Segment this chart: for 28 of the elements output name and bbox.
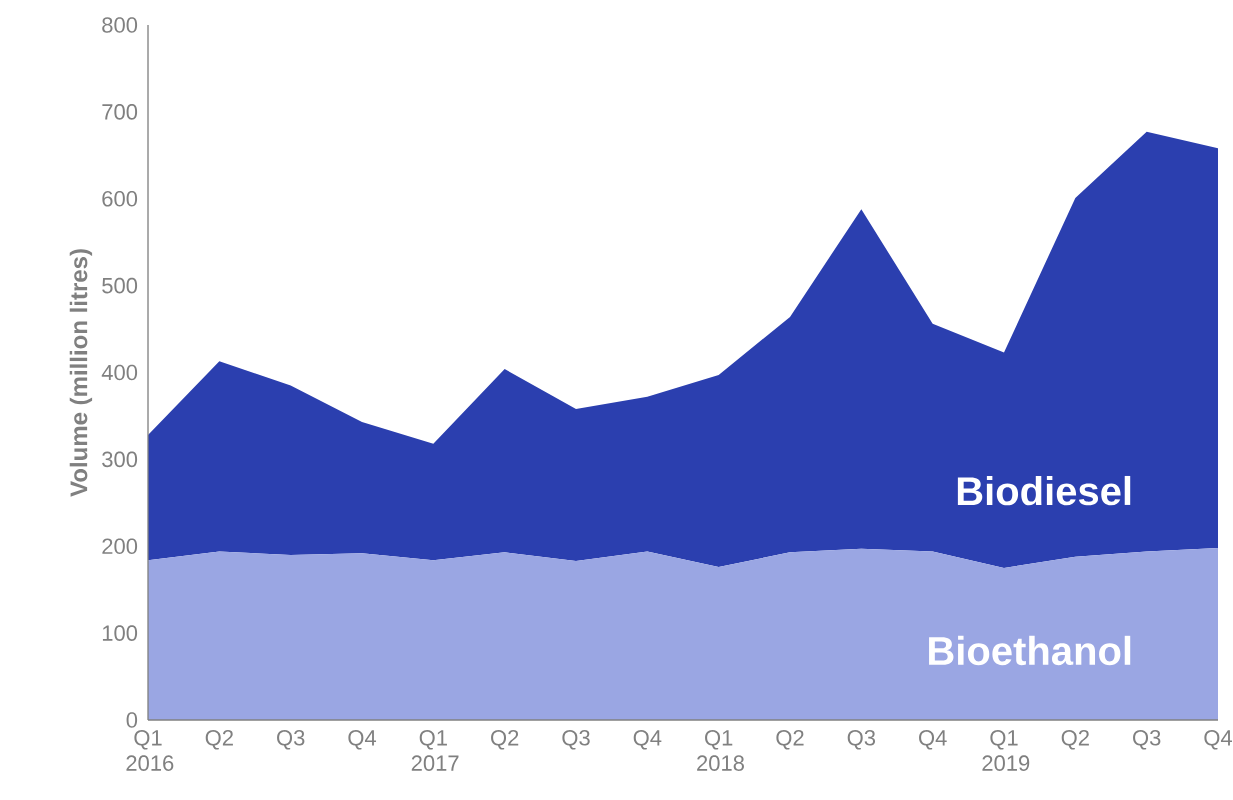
x-tick-label: Q3 — [562, 730, 590, 750]
x-tick-label: Q2 — [491, 730, 519, 750]
x-tick-label: Q1 2016 — [126, 730, 174, 771]
y-tick-label: 400 — [101, 364, 138, 381]
x-tick-label: Q1 2018 — [697, 730, 744, 771]
x-tick-label: Q4 — [919, 730, 947, 750]
x-tick-label: Q3 — [1133, 730, 1161, 750]
y-tick-label: 300 — [102, 451, 138, 468]
series-label: Bioethanol — [929, 635, 1131, 666]
x-tick-label: Q1 2017 — [411, 730, 459, 771]
x-tick-label: Q2 — [1061, 730, 1089, 750]
x-tick-label: Q4 — [1204, 730, 1233, 750]
x-tick-label: Q4 — [633, 730, 662, 750]
x-tick-label: Q2 — [205, 730, 233, 750]
y-tick-label: 0 — [126, 712, 138, 728]
y-tick-label: 800 — [102, 17, 138, 33]
y-tick-label: 200 — [102, 538, 138, 555]
x-tick-label: Q3 — [277, 730, 305, 750]
y-tick-label: 600 — [102, 190, 138, 207]
y-tick-label: 500 — [102, 277, 138, 294]
x-tick-label: Q1 2019 — [982, 730, 1030, 771]
y-tick-label: 100 — [102, 625, 138, 641]
x-tick-label: Q4 — [348, 730, 377, 750]
series-label: Biodiesel — [957, 475, 1131, 506]
y-tick-label: 700 — [102, 104, 138, 120]
x-tick-label: Q3 — [847, 730, 876, 750]
y-axis-title: Volume (million litres) — [69, 249, 93, 497]
x-tick-label: Q2 — [776, 730, 804, 750]
